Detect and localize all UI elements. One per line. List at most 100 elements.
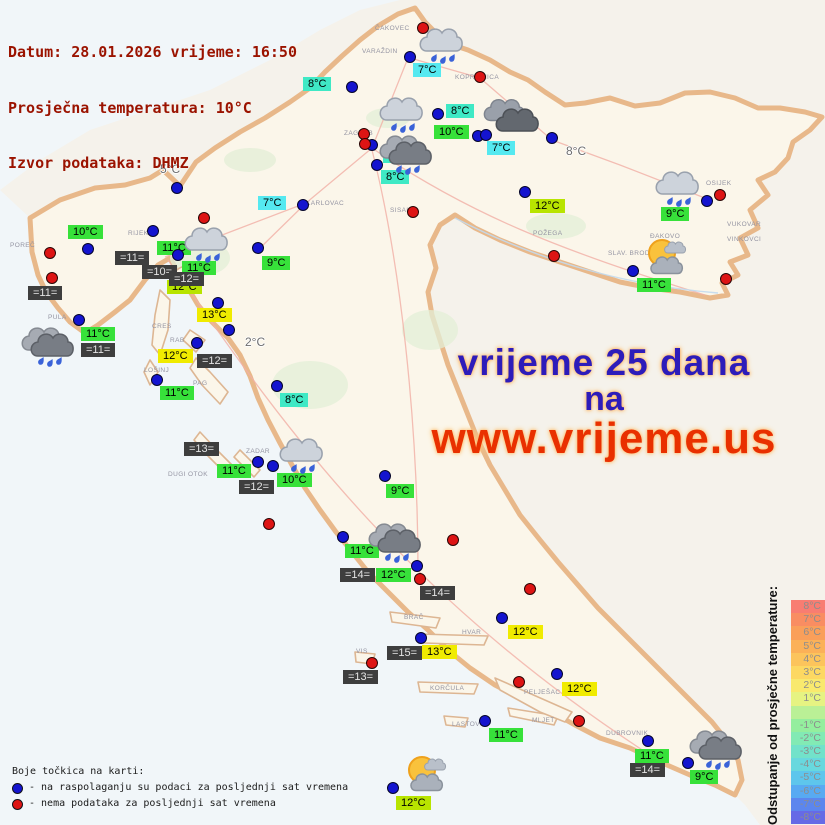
station-dot-blue (223, 324, 235, 336)
station-dot-blue (346, 81, 358, 93)
city-label: PELJEŠAC (524, 689, 561, 696)
station-dot-red (44, 247, 56, 259)
rain-icon (411, 9, 475, 73)
temp-label: 11°C (345, 544, 379, 558)
temp-label: 9°C (386, 484, 415, 498)
legend-title: Boje točkica na karti: (12, 766, 145, 777)
temp-label: 12°C (530, 199, 565, 213)
station-dot-red (417, 22, 429, 34)
blue-dot-icon (12, 782, 23, 794)
station-dot-red (198, 212, 210, 224)
sea-temp-label: =12= (197, 354, 233, 368)
city-label: VARAŽDIN (362, 48, 398, 55)
sun-cloud-icon (632, 226, 696, 290)
scale-step: -3°C (791, 745, 825, 759)
station-dot-blue (519, 186, 531, 198)
station-dot-red (407, 206, 419, 218)
station-dot-blue (212, 297, 224, 309)
scale-step: -4°C (791, 758, 825, 772)
watermark-url[interactable]: www.vrijeme.us (431, 414, 777, 463)
sea-temp-label: =14= (420, 586, 456, 600)
station-dot-blue (191, 337, 203, 349)
city-label: LOŠINJ (144, 367, 170, 374)
station-dot-blue (252, 456, 264, 468)
station-dot-blue (546, 132, 558, 144)
station-dot-red (548, 250, 560, 262)
station-dot-red (414, 573, 426, 585)
city-label: ZADAR (246, 448, 271, 455)
scale-step: 7°C (791, 613, 825, 627)
station-dot-red (714, 189, 726, 201)
station-dot-blue (151, 374, 163, 386)
station-dot-blue (267, 460, 279, 472)
rain-icon (371, 78, 435, 142)
temp-label: 12°C (562, 682, 597, 696)
station-dot-blue (337, 531, 349, 543)
city-label: PULA (48, 314, 67, 321)
rain-icon (271, 419, 335, 483)
sun-cloud-icon (392, 743, 456, 807)
scale-step: 6°C (791, 626, 825, 640)
temp-label: 11°C (81, 327, 115, 341)
scale-step (791, 705, 825, 719)
rain-dark-icon (686, 715, 750, 779)
legend-item-label: - na raspolaganju su podaci za posljednj… (29, 782, 349, 793)
temp-label: 9°C (661, 207, 690, 221)
station-dot-blue (496, 612, 508, 624)
temp-label: 13°C (422, 645, 457, 659)
temp-label: 12°C (376, 568, 411, 582)
sea-temp-label: =11= (115, 251, 150, 265)
station-dot-blue (627, 265, 639, 277)
temp-label: 8°C (446, 104, 475, 118)
station-dot-red (359, 138, 371, 150)
scale-step: -5°C (791, 771, 825, 785)
station-dot-blue (479, 715, 491, 727)
sea-temp-label: =13= (343, 670, 379, 684)
station-dot-blue (271, 380, 283, 392)
sea-temp-label: =13= (184, 442, 220, 456)
temp-label: 11°C (489, 728, 523, 742)
scale-step: 3°C (791, 665, 825, 680)
temp-label: 11°C (217, 464, 251, 478)
city-label: ČAKOVEC (375, 25, 410, 32)
river-sava (454, 217, 719, 294)
legend-item-missing: - nema podataka za posljednji sat vremen… (12, 796, 348, 812)
legend-item-label: - nema podataka za posljednji sat vremen… (29, 798, 276, 809)
station-dot-blue (252, 242, 264, 254)
station-dot-blue (379, 470, 391, 482)
scale-step: 5°C (791, 639, 825, 653)
temp-label: 8°C (566, 144, 587, 158)
station-dot-red (513, 676, 525, 688)
station-dot-blue (701, 195, 713, 207)
watermark: vrijeme 25 dana na www.vrijeme.us (408, 344, 800, 462)
city-label: RIJEKA (128, 230, 154, 237)
city-label: DUBROVNIK (606, 730, 649, 737)
temp-label: 9°C (690, 770, 719, 784)
scale-step: 1°C (791, 692, 825, 706)
city-label: HVAR (462, 629, 482, 636)
city-label: OSIJEK (706, 180, 732, 187)
station-dot-blue (371, 159, 383, 171)
sea-temp-label: =10= (142, 265, 178, 279)
sea-temp-label: =15= (387, 646, 423, 660)
temp-label: 7°C (487, 141, 516, 155)
deviation-scale: 8°C 7°C 6°C 5°C 4°C 3°C 2°C 1°C -1°C -2°C -3°C -4°C… (791, 600, 825, 825)
scale-step: -7°C (791, 797, 825, 811)
scale-step: 2°C (791, 679, 825, 693)
city-label: MLJET (532, 717, 555, 724)
cloud-dark-icon (481, 85, 545, 149)
station-dot-blue (172, 249, 184, 261)
sea-temp-label: =11= (28, 286, 63, 300)
sea-temp-label: =14= (340, 568, 376, 582)
deviation-scale-title: Odstupanje od prosječne temperature: (765, 585, 780, 825)
legend: Boje točkica na karti: - na raspolaganju… (12, 764, 348, 812)
station-dot-blue (387, 782, 399, 794)
station-dot-red (474, 71, 486, 83)
city-label: RAB (170, 337, 185, 344)
temp-label: 10°C (68, 225, 103, 239)
city-label: KARLOVAC (306, 200, 345, 207)
station-dot-red (524, 583, 536, 595)
station-dot-red (720, 273, 732, 285)
station-dot-blue (415, 632, 427, 644)
